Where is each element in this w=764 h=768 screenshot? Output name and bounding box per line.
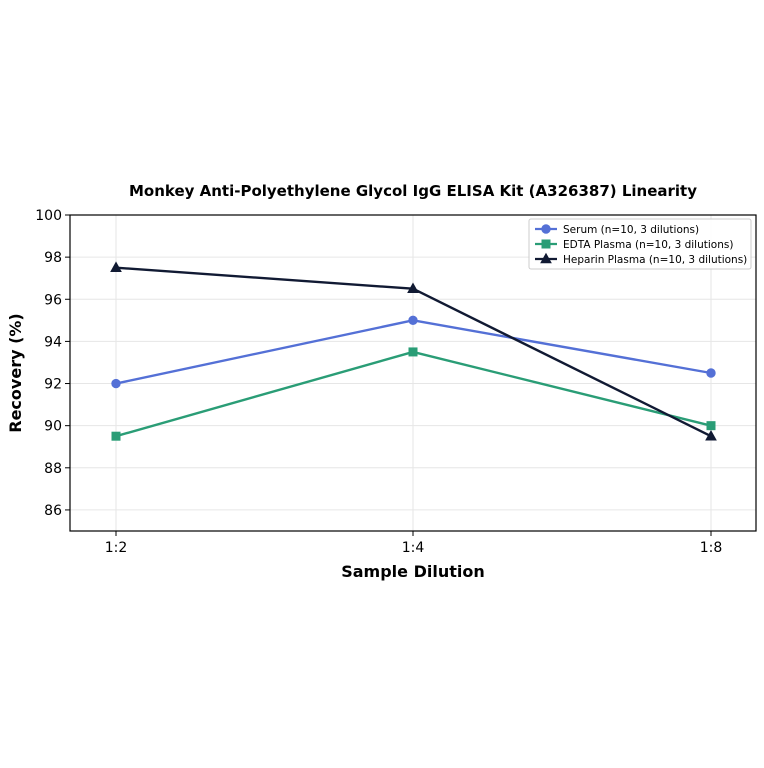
data-point-serum: [111, 378, 121, 389]
series-layer: [110, 261, 717, 441]
data-point-heparin-plasma: [705, 429, 717, 441]
y-tick-label: 86: [44, 503, 62, 519]
grid: [70, 215, 756, 531]
y-tick-label: 98: [44, 250, 62, 266]
x-tick-label: 1:2: [105, 540, 128, 556]
legend-marker: [541, 224, 551, 234]
y-tick-label: 92: [44, 377, 62, 393]
y-axis-ticks: 86 88 90 92 94 96 98 100: [35, 208, 70, 519]
legend-box: [528, 218, 752, 270]
legend-label: Heparin Plasma (n=10, 3 dilutions): [563, 254, 747, 266]
legend-entry-heparin-plasma: Heparin Plasma (n=10, 3 dilutions): [535, 252, 747, 266]
data-point-edta-plasma: [706, 421, 716, 431]
y-tick-label: 96: [44, 292, 62, 308]
y-tick-label: 88: [44, 461, 62, 477]
data-point-edta-plasma: [408, 347, 418, 357]
series-edta-plasma: [111, 347, 716, 441]
data-point-serum: [408, 315, 418, 326]
series-heparin-plasma: [110, 261, 717, 441]
x-tick-label: 1:8: [700, 540, 723, 556]
data-point-heparin-plasma: [110, 261, 122, 272]
series-serum: [111, 315, 716, 389]
x-axis-label: Sample Dilution: [341, 562, 485, 581]
y-tick-label: 100: [35, 208, 62, 224]
x-tick-label: 1:4: [402, 540, 425, 556]
legend-marker: [540, 252, 552, 264]
x-axis-ticks: 1:2 1:4 1:8: [105, 531, 723, 556]
data-point-heparin-plasma: [407, 282, 419, 294]
legend: Serum (n=10, 3 dilutions) EDTA Plasma (n=…: [528, 218, 752, 270]
y-axis-label: Recovery (%): [6, 313, 25, 432]
chart-title: Monkey Anti-Polyethylene Glycol IgG ELIS…: [129, 182, 697, 200]
y-tick-label: 90: [44, 419, 62, 435]
y-tick-label: 94: [44, 334, 62, 350]
data-point-serum: [706, 368, 716, 378]
legend-marker: [541, 239, 551, 249]
legend-entry-serum: Serum (n=10, 3 dilutions): [535, 224, 699, 236]
legend-label: Serum (n=10, 3 dilutions): [563, 224, 699, 236]
legend-label: EDTA Plasma (n=10, 3 dilutions): [563, 239, 733, 251]
legend-entry-edta-plasma: EDTA Plasma (n=10, 3 dilutions): [535, 239, 733, 251]
data-point-edta-plasma: [111, 431, 121, 441]
